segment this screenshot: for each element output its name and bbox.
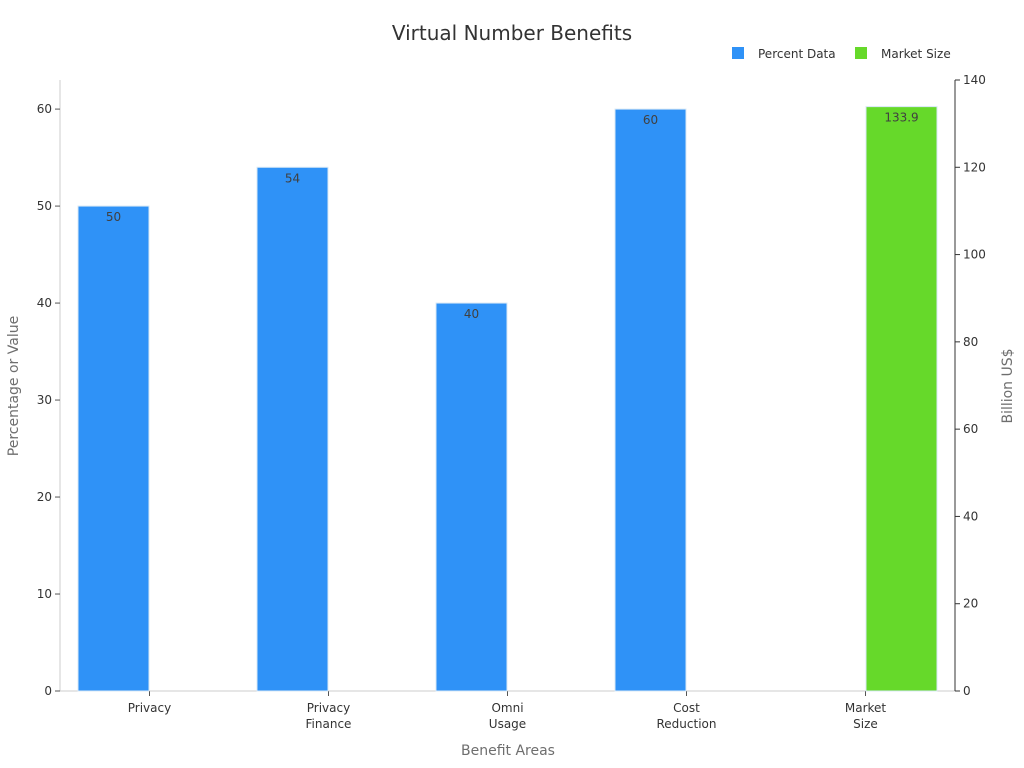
data-label: 54 [285,171,300,185]
data-label: 133.9 [884,111,918,125]
bar [865,106,938,692]
y2-tick-label: 80 [963,335,978,349]
y2-tick-label: 120 [963,160,986,174]
y2-tick-label: 60 [963,422,978,436]
legend-entry: Market Size [881,47,951,61]
x-tick-label-line: Market [845,701,887,715]
bar [77,205,150,692]
data-label: 40 [464,307,479,321]
y-tick-label: 30 [37,393,52,407]
x-tick-label-line: Usage [489,717,526,731]
y-tick-label: 20 [37,490,52,504]
y-tick-label: 10 [37,587,52,601]
x-tick-label-line: Cost [673,701,700,715]
x-tick-label: Market Size [845,701,887,731]
x-tick-label: Omni Usage [489,701,526,731]
legend-swatch [732,47,744,59]
y2-tick-label: 0 [963,684,971,698]
bar [614,108,687,692]
x-tick-label-line: Omni [491,701,523,715]
x-tick-label-line: Privacy [128,701,171,715]
legend: Percent Data Market Size [732,47,951,61]
y-tick-label: 40 [37,296,52,310]
bar [256,166,329,692]
x-tick-label-line: Finance [306,717,352,731]
x-tick-label-line: Size [853,717,878,731]
data-label: 50 [106,210,121,224]
y2-tick-label: 20 [963,597,978,611]
legend-entry: Percent Data [758,47,836,61]
chart-title: Virtual Number Benefits [392,21,632,45]
y-axis-label: Percentage or Value [6,316,22,456]
x-tick-label: Privacy Finance [306,701,352,731]
y-tick-label: 0 [44,684,52,698]
y-tick-label: 60 [37,102,52,116]
plot-area: 0 10 20 30 40 50 60 0 20 40 60 80 100 120 140 Privacy 50… [37,73,986,731]
y2-axis-label: Billion US$ [1000,348,1016,423]
x-tick-label: Cost Reduction [657,701,717,731]
data-label: 60 [643,113,658,127]
x-axis-label: Benefit Areas [461,743,555,759]
y2-tick-label: 140 [963,73,986,87]
y2-tick-label: 40 [963,509,978,523]
x-tick-label-line: Reduction [657,717,717,731]
y-tick-label: 50 [37,199,52,213]
bar [435,302,508,692]
x-tick-label-line: Privacy [307,701,350,715]
x-tick-label: Privacy [128,701,171,715]
legend-swatch [855,47,867,59]
y2-tick-label: 100 [963,248,986,262]
